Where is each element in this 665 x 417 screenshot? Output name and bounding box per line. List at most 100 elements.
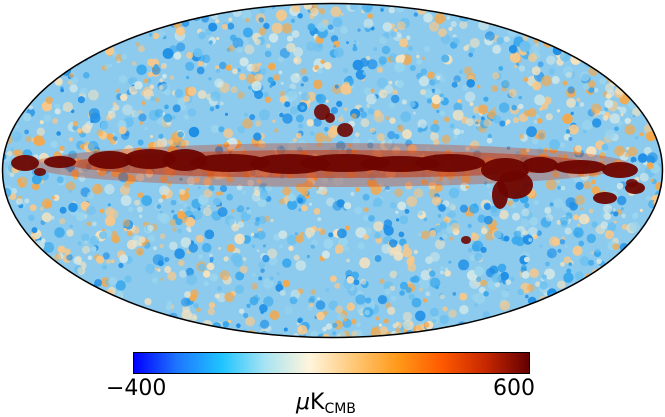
anisotropy-spot: [633, 244, 639, 250]
anisotropy-spot: [17, 40, 21, 44]
anisotropy-spot: [629, 242, 640, 253]
anisotropy-spot: [132, 226, 140, 234]
anisotropy-spot: [188, 87, 197, 96]
anisotropy-spot: [13, 248, 22, 257]
anisotropy-spot: [622, 37, 625, 40]
anisotropy-spot: [3, 100, 9, 106]
anisotropy-spot: [219, 191, 223, 195]
anisotropy-spot: [606, 4, 615, 13]
anisotropy-spot: [92, 306, 101, 315]
anisotropy-spot: [594, 293, 605, 304]
anisotropy-spot: [452, 82, 458, 88]
anisotropy-spot: [270, 310, 280, 320]
anisotropy-spot: [402, 129, 412, 139]
anisotropy-spot: [10, 295, 13, 298]
anisotropy-spot: [601, 314, 605, 318]
anisotropy-spot: [604, 288, 611, 295]
anisotropy-spot: [451, 21, 457, 27]
anisotropy-spot: [451, 4, 454, 7]
anisotropy-spot: [28, 215, 35, 222]
anisotropy-spot: [482, 332, 487, 337]
anisotropy-spot: [42, 212, 52, 222]
anisotropy-spot: [617, 106, 621, 110]
anisotropy-spot: [354, 207, 362, 215]
anisotropy-spot: [344, 107, 348, 111]
anisotropy-spot: [566, 212, 573, 219]
anisotropy-spot: [259, 1, 265, 7]
anisotropy-spot: [319, 229, 326, 236]
anisotropy-spot: [103, 328, 109, 334]
anisotropy-spot: [180, 105, 186, 111]
anisotropy-spot: [160, 233, 166, 239]
anisotropy-spot: [442, 135, 451, 144]
anisotropy-spot: [519, 65, 525, 71]
anisotropy-spot: [235, 285, 244, 294]
anisotropy-spot: [588, 340, 597, 345]
anisotropy-spot: [549, 139, 560, 150]
anisotropy-spot: [22, 336, 32, 345]
anisotropy-spot: [294, 255, 300, 261]
anisotropy-spot: [244, 113, 248, 117]
anisotropy-spot: [398, 322, 403, 327]
anisotropy-spot: [217, 286, 222, 291]
anisotropy-spot: [252, 81, 262, 91]
anisotropy-spot: [535, 5, 543, 13]
anisotropy-spot: [198, 32, 206, 40]
anisotropy-spot: [380, 8, 383, 11]
anisotropy-spot: [83, 295, 87, 299]
anisotropy-spot: [524, 4, 535, 15]
anisotropy-spot: [149, 33, 153, 37]
anisotropy-spot: [292, 30, 300, 38]
anisotropy-spot: [540, 0, 547, 6]
anisotropy-spot: [621, 30, 628, 37]
anisotropy-spot: [290, 297, 298, 305]
anisotropy-spot: [240, 266, 248, 274]
anisotropy-spot: [397, 202, 406, 211]
anisotropy-spot: [414, 12, 418, 16]
anisotropy-spot: [475, 332, 485, 342]
anisotropy-spot: [26, 308, 37, 319]
anisotropy-spot: [593, 27, 597, 31]
anisotropy-spot: [45, 333, 54, 342]
anisotropy-spot: [649, 244, 657, 252]
anisotropy-spot: [547, 329, 553, 335]
anisotropy-spot: [603, 115, 609, 121]
anisotropy-spot: [638, 258, 649, 269]
anisotropy-spot: [1, 248, 11, 258]
anisotropy-spot: [23, 78, 32, 87]
anisotropy-spot: [258, 276, 262, 280]
anisotropy-spot: [549, 330, 552, 333]
anisotropy-spot: [316, 300, 326, 310]
anisotropy-spot: [558, 34, 565, 41]
anisotropy-spot: [202, 243, 212, 253]
anisotropy-spot: [355, 187, 360, 192]
anisotropy-spot: [92, 184, 103, 195]
anisotropy-spot: [492, 45, 501, 54]
anisotropy-spot: [634, 92, 641, 99]
anisotropy-spot: [534, 1, 544, 11]
anisotropy-spot: [52, 118, 58, 124]
anisotropy-spot: [181, 298, 190, 307]
anisotropy-spot: [474, 253, 482, 261]
anisotropy-spot: [373, 221, 383, 231]
anisotropy-spot: [556, 336, 561, 341]
anisotropy-spot: [515, 10, 524, 19]
anisotropy-spot: [124, 276, 131, 283]
anisotropy-spot: [155, 97, 160, 102]
anisotropy-spot: [30, 204, 37, 211]
anisotropy-spot: [116, 89, 120, 93]
anisotropy-spot: [384, 319, 389, 324]
anisotropy-spot: [618, 274, 622, 278]
anisotropy-spot: [347, 303, 355, 311]
anisotropy-spot: [486, 184, 490, 188]
anisotropy-spot: [466, 118, 474, 126]
anisotropy-spot: [625, 153, 630, 158]
anisotropy-spot: [335, 245, 344, 254]
anisotropy-spot: [90, 289, 98, 297]
anisotropy-spot: [503, 236, 509, 242]
anisotropy-spot: [368, 215, 375, 222]
anisotropy-spot: [102, 0, 108, 5]
anisotropy-spot: [305, 227, 315, 237]
anisotropy-spot: [19, 0, 26, 5]
anisotropy-spot: [46, 0, 55, 7]
